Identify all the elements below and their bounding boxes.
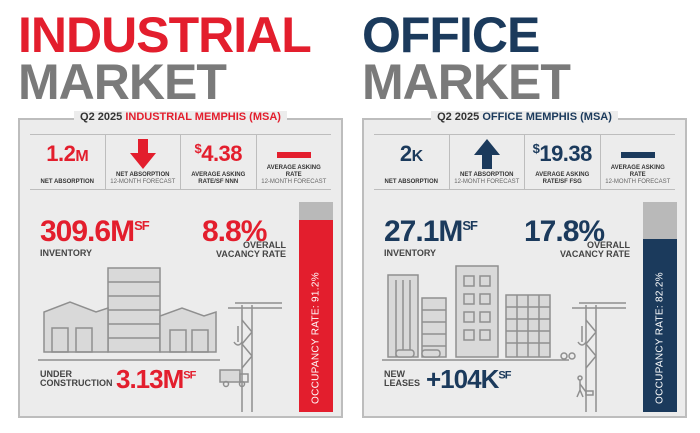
- office-title-line2: MARKET: [362, 54, 571, 110]
- industrial-kpi3-label: AVERAGE ASKING RATE/SF NNN: [191, 172, 246, 186]
- office-kpi-forecast-absorption: NET ABSORPTION 12-MONTH FORECAST: [450, 135, 525, 189]
- industrial-kpi-net-absorption: 1.2M NET ABSORPTION: [30, 135, 106, 189]
- industrial-title-line2: MARKET: [18, 54, 227, 110]
- office-kpi-forecast-rate: AVERAGE ASKING RATE 12-MONTH FORECAST: [601, 135, 676, 189]
- industrial-kpi2-sub: 12-MONTH FORECAST: [110, 179, 176, 186]
- industrial-kpi2-label: NET ABSORPTION: [116, 172, 170, 179]
- office-vacancy-unit: %: [578, 215, 605, 248]
- industrial-buildings-illustration: [38, 267, 282, 412]
- office-vacancy-label-1: OVERALL: [586, 240, 630, 250]
- industrial-kpi3-value: 4.38: [201, 141, 243, 166]
- office-kpi-net-absorption: 2K NET ABSORPTION: [374, 135, 450, 189]
- arrow-down-icon: [129, 139, 156, 169]
- industrial-inventory: 309.6MSF: [40, 215, 150, 248]
- office-card-title: Q2 2025 OFFICE MEMPHIS (MSA): [364, 111, 685, 123]
- industrial-occupancy-fill: [299, 220, 333, 412]
- industrial-kpi1-unit: M: [75, 148, 89, 165]
- industrial-kpi-asking-rate: $4.38 AVERAGE ASKING RATE/SF NNN: [181, 135, 257, 189]
- office-kpi1-label: NET ABSORPTION: [384, 179, 438, 186]
- office-buildings-illustration: [382, 265, 626, 412]
- office-kpi-row: 2K NET ABSORPTION NET ABSORPTION 12-MONTH…: [374, 134, 675, 190]
- industrial-vacancy-label-2: VACANCY RATE: [216, 249, 287, 260]
- office-card-title-prefix: Q2 2025: [437, 111, 480, 123]
- industrial-vacancy-unit: %: [240, 215, 268, 248]
- office-kpi4-sub: 12-MONTH FORECAST: [605, 179, 671, 186]
- office-bottom-label: NEW LEASES: [384, 369, 421, 389]
- office-kpi3-dollar: $: [532, 141, 540, 156]
- industrial-card-title-rest: INDUSTRIAL MEMPHIS (MSA): [125, 111, 281, 123]
- office-bottom-sup: SF: [498, 369, 511, 382]
- office-card: Q2 2025 OFFICE MEMPHIS (MSA) 2K NET ABSO…: [362, 111, 687, 418]
- industrial-kpi3-dollar: $: [194, 141, 202, 156]
- office-inventory-label: INVENTORY: [384, 248, 437, 258]
- office-inventory-unit: M: [438, 215, 463, 248]
- industrial-bottom-label-1: UNDER: [40, 369, 73, 379]
- office-vacancy: 17.8%: [524, 215, 605, 248]
- industrial-inventory-value: 309.6: [40, 215, 111, 248]
- office-kpi2-label: NET ABSORPTION: [460, 172, 514, 179]
- office-bottom-value: +104: [426, 364, 482, 394]
- office-inventory-sup: SF: [462, 218, 478, 233]
- industrial-under-construction: 3.13MSF: [116, 364, 196, 394]
- industrial-bottom-label-2: CONSTRUCTION: [40, 378, 113, 389]
- industrial-inventory-unit: M: [110, 215, 135, 248]
- industrial-vacancy-label-1: OVERALL: [242, 240, 286, 250]
- office-bottom-unit: K: [480, 364, 500, 394]
- office-title-line1: OFFICE: [362, 7, 540, 63]
- office-kpi1-value: 2: [399, 141, 412, 166]
- industrial-card-title: Q2 2025 INDUSTRIAL MEMPHIS (MSA): [20, 111, 341, 123]
- office-bottom-label-1: NEW: [384, 369, 405, 379]
- industrial-inventory-label: INVENTORY: [40, 248, 93, 258]
- office-vacancy-label-2: VACANCY RATE: [560, 249, 631, 260]
- industrial-card: Q2 2025 INDUSTRIAL MEMPHIS (MSA) 1.2M NE…: [18, 111, 343, 418]
- industrial-bottom-value: 3.13: [116, 364, 164, 394]
- office-inventory: 27.1MSF: [384, 215, 478, 248]
- industrial-kpi4-label: AVERAGE ASKING RATE: [266, 165, 321, 179]
- industrial-kpi-forecast-absorption: NET ABSORPTION 12-MONTH FORECAST: [106, 135, 181, 189]
- industrial-vacancy-label: OVERALL VACANCY RATE: [216, 240, 287, 260]
- industrial-kpi1-value: 1.2: [46, 141, 76, 166]
- office-card-title-rest: OFFICE MEMPHIS (MSA): [482, 111, 612, 123]
- industrial-kpi4-sub: 12-MONTH FORECAST: [261, 179, 327, 186]
- office-bottom-label-2: LEASES: [384, 378, 421, 389]
- office-kpi-asking-rate: $19.38 AVERAGE ASKING RATE/SF FSG: [525, 135, 601, 189]
- office-vacancy-value: 17.8: [524, 215, 579, 248]
- office-occupancy-fill: [643, 239, 677, 412]
- office-kpi3-value: 19.38: [539, 141, 592, 166]
- flat-dash-icon: [620, 152, 655, 158]
- industrial-bottom-label: UNDER CONSTRUCTION: [40, 369, 113, 389]
- industrial-vacancy: 8.8%: [202, 215, 268, 248]
- industrial-inventory-sup: SF: [134, 218, 150, 233]
- industrial-bottom-sup: SF: [183, 369, 196, 382]
- industrial-bottom-unit: M: [162, 364, 185, 394]
- industrial-kpi-row: 1.2M NET ABSORPTION NET ABSORPTION 12-MON…: [30, 134, 331, 190]
- flat-dash-icon: [276, 152, 311, 158]
- office-kpi3-label: AVERAGE ASKING RATE/SF FSG: [535, 172, 590, 186]
- industrial-kpi1-label: NET ABSORPTION: [40, 179, 94, 186]
- arrow-up-icon: [473, 139, 500, 169]
- office-new-leases: +104KSF: [426, 364, 511, 394]
- office-kpi1-unit: K: [411, 148, 424, 165]
- industrial-vacancy-value: 8.8: [202, 215, 242, 248]
- industrial-title-line1: INDUSTRIAL: [18, 7, 312, 63]
- industrial-kpi-forecast-rate: AVERAGE ASKING RATE 12-MONTH FORECAST: [257, 135, 332, 189]
- office-kpi4-label: AVERAGE ASKING RATE: [610, 165, 665, 179]
- industrial-card-title-prefix: Q2 2025: [80, 111, 123, 123]
- office-occupancy-bar: OCCUPANCY RATE: 82.2%: [643, 202, 677, 412]
- office-vacancy-label: OVERALL VACANCY RATE: [560, 240, 631, 260]
- office-inventory-value: 27.1: [384, 215, 439, 248]
- office-kpi2-sub: 12-MONTH FORECAST: [454, 179, 520, 186]
- industrial-occupancy-bar: OCCUPANCY RATE: 91.2%: [299, 202, 333, 412]
